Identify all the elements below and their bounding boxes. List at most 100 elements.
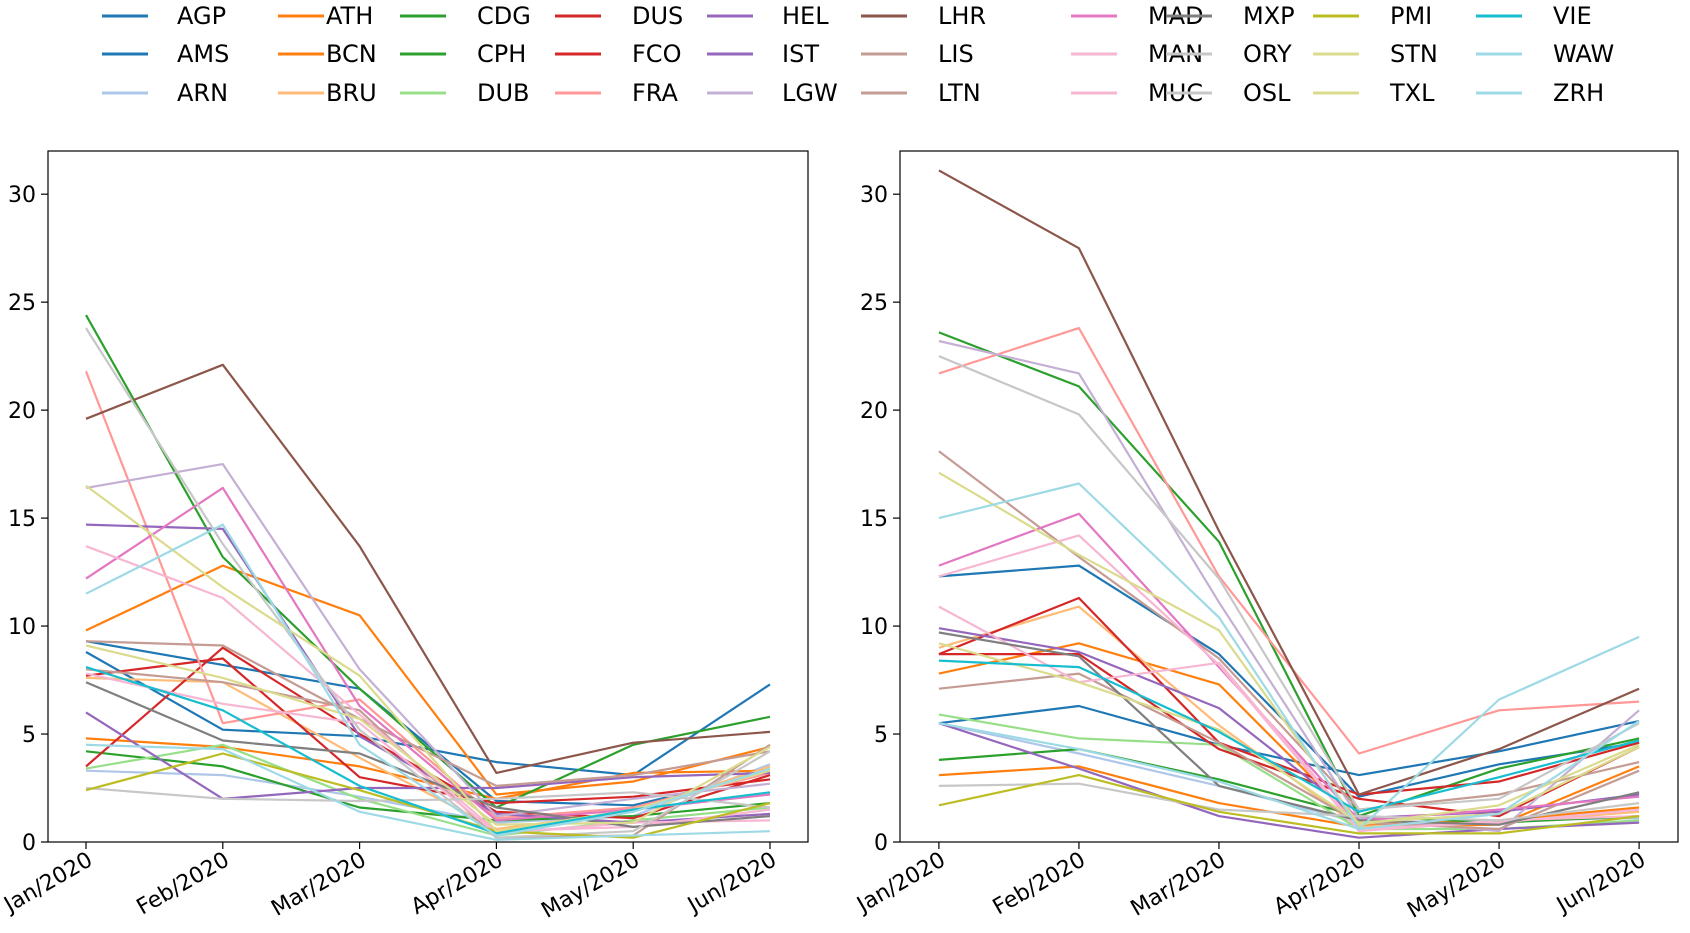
series-line-lhr [85,363,771,775]
legend-label-bru: BRU [326,79,377,107]
legend-label-cph: CPH [477,40,526,68]
y-tick-label: 30 [8,183,36,208]
series-line-lgw [938,339,1640,833]
y-tick-label: 5 [874,723,888,748]
x-tick-label: Mar/2020 [267,848,370,922]
legend-label-ory: ORY [1243,40,1292,68]
legend-item-lis: LIS [861,40,974,68]
series-line-waw [938,635,1640,831]
legend-label-dus: DUS [632,2,683,30]
x-tick-label: Apr/2020 [407,848,507,920]
legend-label-osl: OSL [1243,79,1291,107]
legend-label-ath: ATH [326,2,373,30]
legend-item-hel: HEL [707,2,829,30]
series-line-mxp [85,681,771,829]
legend-label-lgw: LGW [782,79,838,107]
series-line-osl [938,782,1640,822]
series-line-cph [85,750,771,822]
series-line-fra [938,327,1640,755]
axes-frame [47,150,809,843]
series-line-ory [85,327,771,839]
legend-item-agp: AGP [102,2,226,30]
x-tick-label: Feb/2020 [989,848,1090,921]
y-tick-label: 30 [860,183,888,208]
y-tick-label: 15 [8,507,36,532]
series-line-ist [85,711,771,800]
series-line-zrh [85,523,771,837]
legend-label-waw: WAW [1553,40,1614,68]
legend-label-pmi: PMI [1390,2,1432,30]
x-tick-label: Jun/2020 [682,848,781,920]
series-line-agp [938,704,1640,777]
axes-frame [899,150,1679,843]
legend-item-ath: ATH [278,2,373,30]
series-line-vie [85,666,771,835]
legend-item-fco: FCO [555,40,681,68]
x-tick-label: Jan/2020 [0,848,97,919]
legend-label-lis: LIS [938,40,974,68]
x-tick-label: May/2020 [537,848,644,924]
legend-item-lgw: LGW [707,79,838,107]
series-line-ory [938,355,1640,811]
series-line-cdg [938,331,1640,818]
series-line-mxp [938,631,1640,826]
series-line-mad [938,512,1640,822]
legend-label-mxp: MXP [1243,2,1295,30]
legend-label-agp: AGP [177,2,226,30]
series-line-fra [84,370,771,820]
series-line-man [85,672,771,835]
legend-item-txl: TXL [1313,79,1435,107]
series-line-osl [85,786,771,809]
series-line-hel [938,627,1640,820]
left-chart: 0 5 10 15 20 25 30 Jan/2020 Feb/2020 Mar/2020 Apr/… [0,150,809,924]
y-tick-label: 5 [22,723,36,748]
y-tick-label: 10 [8,615,36,640]
legend-item-cdg: CDG [400,2,531,30]
legend-item-dub: DUB [400,79,530,107]
legend-label-vie: VIE [1553,2,1592,30]
series-line-lis [938,450,1640,811]
x-tick-label: Jan/2020 [851,848,950,919]
legend-label-cdg: CDG [477,2,531,30]
x-tick-label: Apr/2020 [1270,848,1370,920]
legend-item-zrh: ZRH [1476,79,1604,107]
series-line-dus [938,596,1640,796]
legend-label-bcn: BCN [326,40,377,68]
series-line-muc [938,605,1640,831]
legend-item-stn: STN [1313,40,1438,68]
legend-item-vie: VIE [1476,2,1592,30]
series-line-waw [85,743,771,841]
right-chart: 0 5 10 15 20 25 30 Jan/2020 Feb/2020 Mar/2020 Apr/… [851,150,1679,924]
y-tick-label: 15 [860,507,888,532]
legend-label-txl: TXL [1389,79,1435,107]
legend-label-arn: ARN [177,79,228,107]
series-line-ist [938,722,1640,839]
legend-item-pmi: PMI [1313,2,1432,30]
y-tick-label: 20 [860,399,888,424]
legend-item-bru: BRU [278,79,377,107]
legend-item-ams: AMS [102,40,229,68]
legend-item-waw: WAW [1476,40,1614,68]
x-tick-label: Jun/2020 [1551,848,1650,920]
y-tick-label: 10 [860,615,888,640]
y-tick-label: 0 [22,831,36,856]
series-line-stn [938,642,1640,824]
series-line-pmi [938,773,1640,835]
series-line-vie [938,659,1640,813]
series-line-lhr [938,169,1640,796]
legend-label-hel: HEL [782,2,829,30]
series-line-bru [938,605,1640,829]
legend-label-ams: AMS [177,40,229,68]
y-tick-label: 0 [874,831,888,856]
series-line-zrh [938,482,1640,831]
legend-label-fco: FCO [632,40,681,68]
x-tick-label: May/2020 [1403,848,1510,924]
legend-item-bcn: BCN [278,40,377,68]
legend-label-zrh: ZRH [1553,79,1604,107]
series-line-txl [938,471,1640,826]
legend-label-stn: STN [1390,40,1438,68]
series-line-lgw [85,463,771,818]
series-line-ams [938,564,1640,798]
legend-item-osl: OSL [1166,79,1291,107]
